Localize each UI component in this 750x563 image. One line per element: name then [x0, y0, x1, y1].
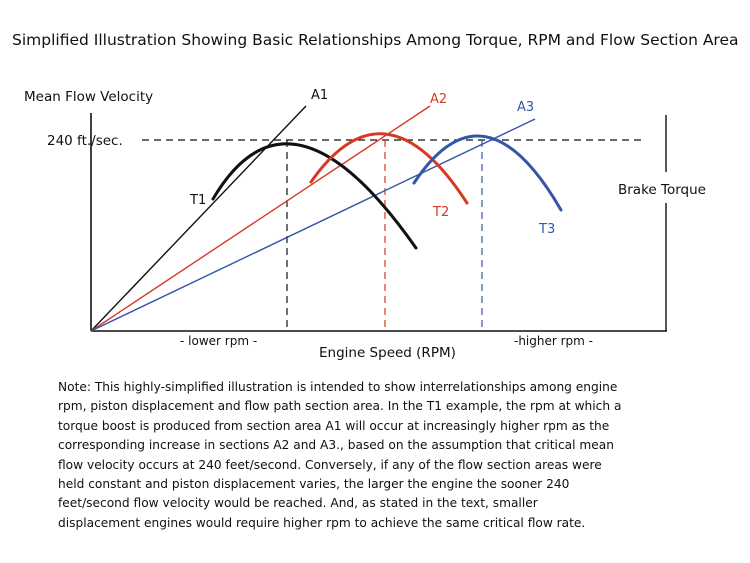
x-axis-label: Engine Speed (RPM) — [319, 345, 456, 361]
note-line: corresponding increase in sections A2 an… — [58, 438, 614, 453]
velocity-reference-label: 240 ft./sec. — [47, 133, 123, 149]
note-line: displacement engines would require highe… — [58, 515, 586, 530]
label-t1: T1 — [189, 193, 206, 208]
note-line: torque boost is produced from section ar… — [58, 418, 610, 433]
note-line: Note: This highly-simplified illustratio… — [58, 380, 618, 394]
explanatory-note: Note: This highly-simplified illustratio… — [58, 378, 698, 533]
x-high-label: -higher rpm - — [514, 334, 593, 348]
note-line: held constant and piston displacement va… — [58, 477, 570, 492]
diagram-title: Simplified Illustration Showing Basic Re… — [12, 31, 739, 49]
y-axis-label: Mean Flow Velocity — [24, 89, 153, 105]
label-t2: T2 — [432, 205, 449, 220]
label-a2: A2 — [430, 92, 447, 107]
curve-t1 — [211, 142, 418, 250]
note-line: feet/second flow velocity would be reach… — [58, 496, 538, 511]
line-a2 — [90, 105, 431, 332]
line-a1 — [90, 105, 307, 332]
note-line: flow velocity occurs at 240 feet/second.… — [58, 457, 602, 472]
note-line: rpm, piston displacement and flow path s… — [58, 399, 622, 414]
label-a3: A3 — [517, 100, 534, 115]
curve-t2 — [309, 132, 469, 205]
curve-t3 — [412, 134, 563, 212]
label-a1: A1 — [311, 88, 328, 103]
label-t3: T3 — [538, 222, 555, 237]
x-low-label: - lower rpm - — [180, 334, 257, 348]
right-axis-label: Brake Torque — [618, 182, 706, 198]
line-a3 — [90, 118, 536, 332]
